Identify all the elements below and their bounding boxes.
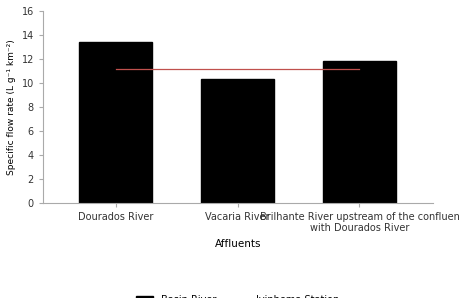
- Legend: Basin River, Ivinhema Station: Basin River, Ivinhema Station: [132, 291, 343, 298]
- Y-axis label: Specific flow rate (L g⁻¹ km⁻²): Specific flow rate (L g⁻¹ km⁻²): [7, 39, 16, 175]
- Bar: [201, 79, 274, 203]
- X-axis label: Affluents: Affluents: [214, 239, 261, 249]
- Bar: [323, 61, 396, 203]
- Bar: [80, 42, 153, 203]
